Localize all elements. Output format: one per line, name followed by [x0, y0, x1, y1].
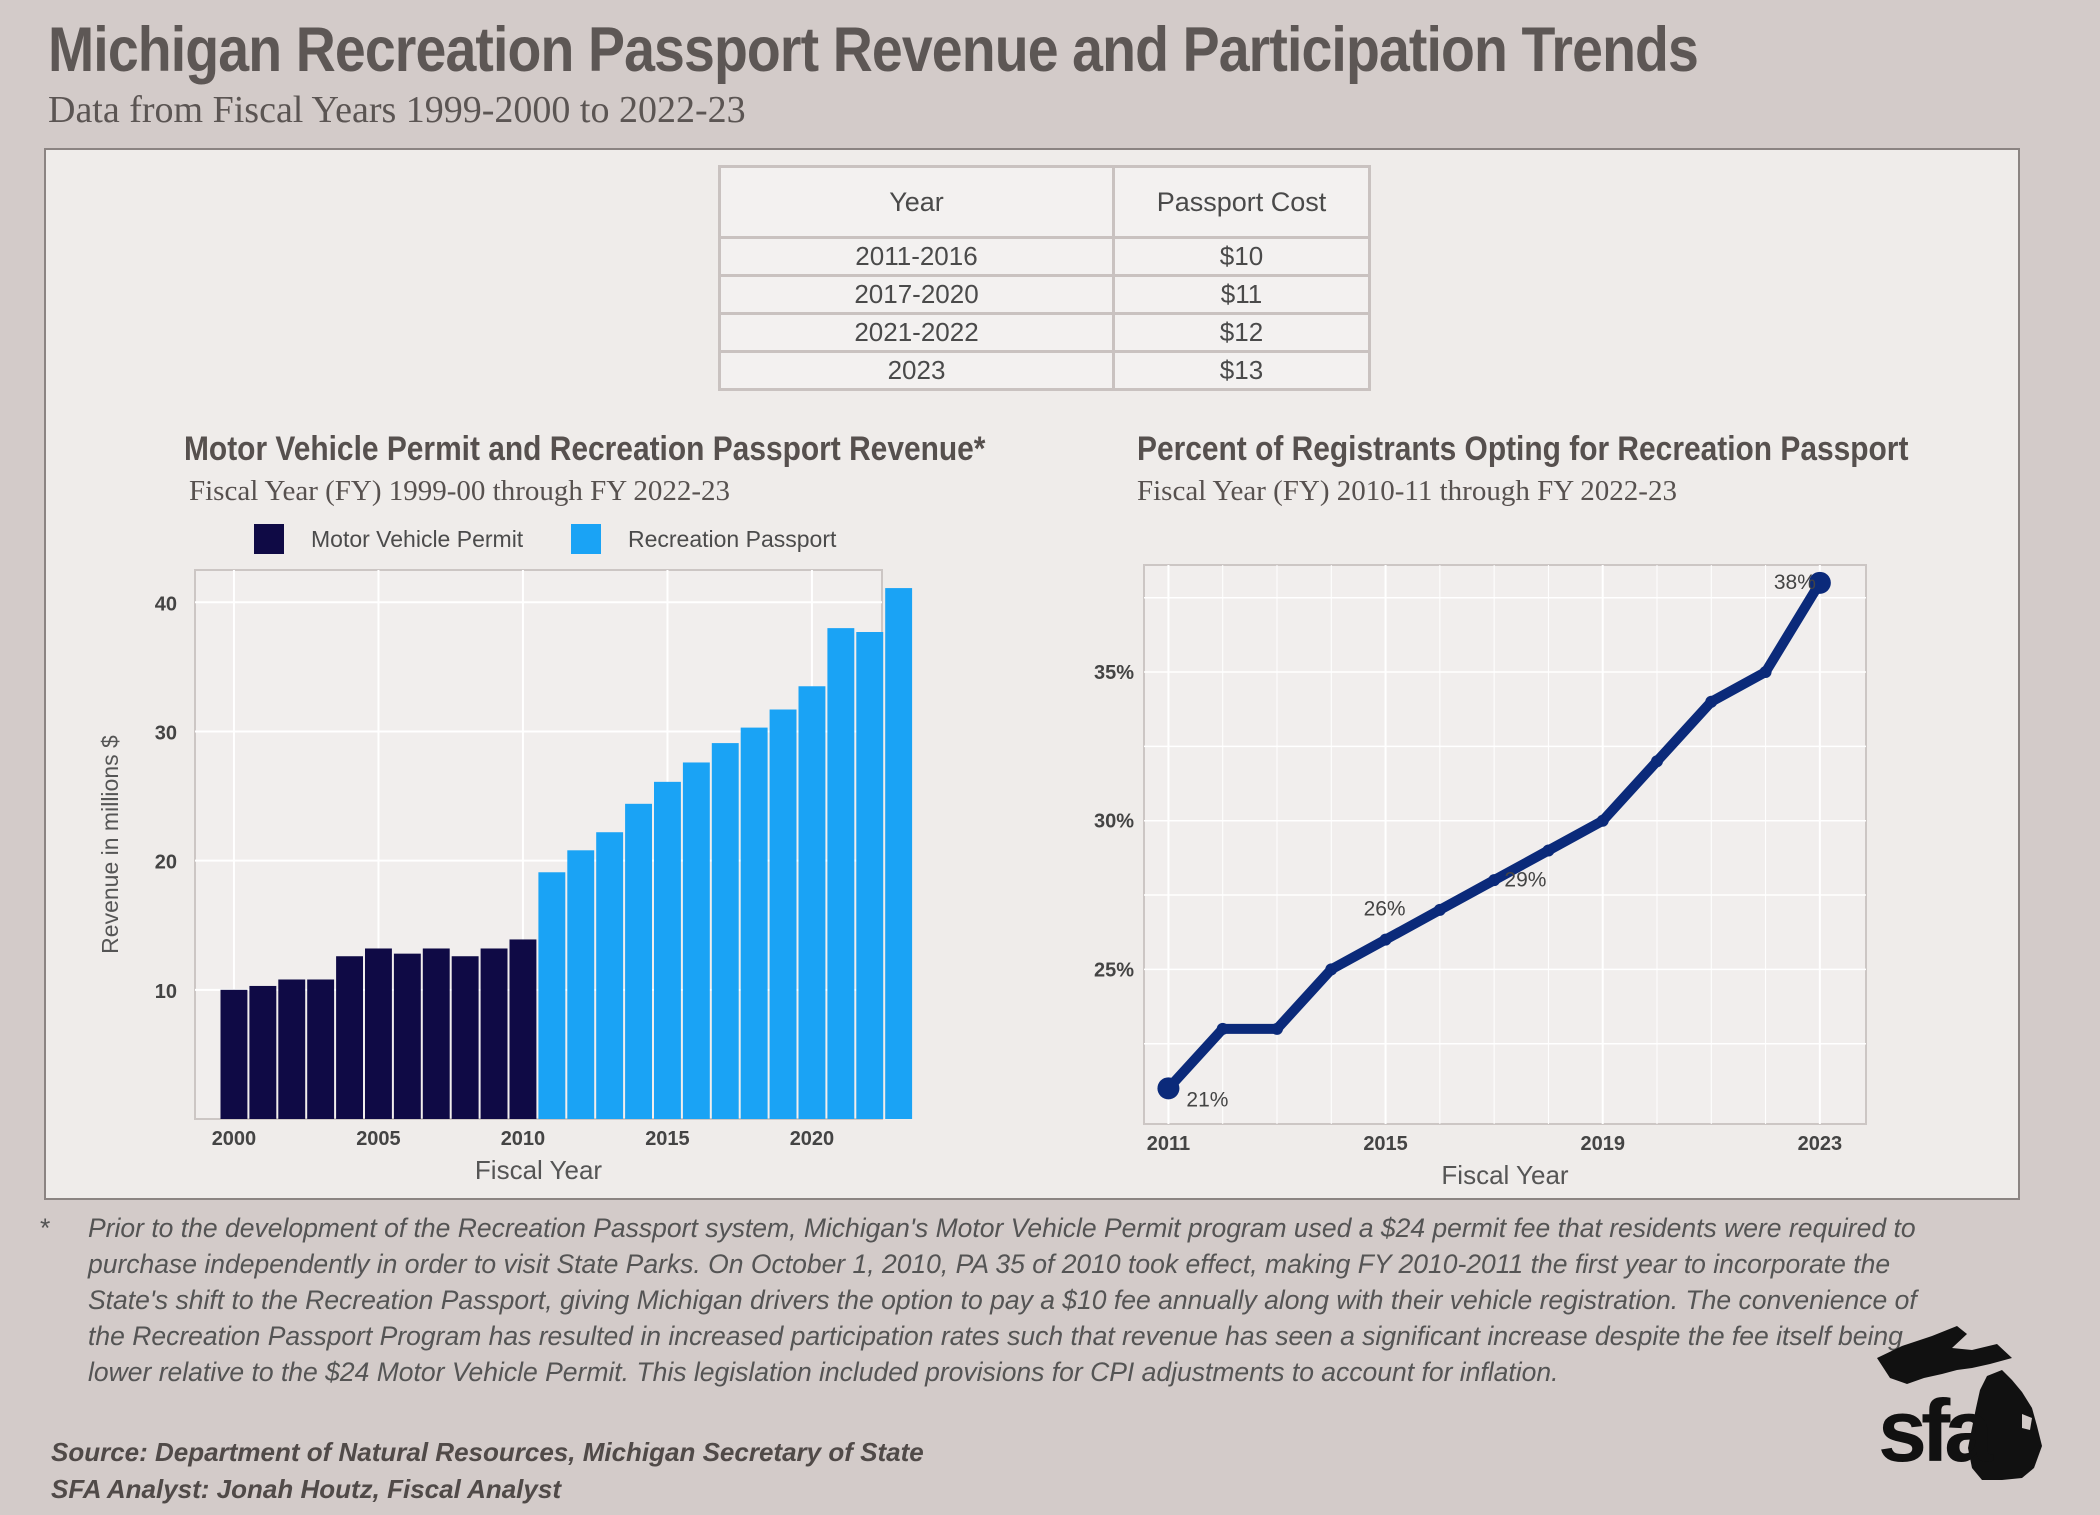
table-cell-cost: $13	[1112, 350, 1371, 391]
column-header-cost: Passport Cost	[1112, 165, 1371, 239]
source-line: Source: Department of Natural Resources,…	[51, 1437, 924, 1467]
y-axis-label: Revenue in millions $	[97, 735, 123, 954]
bar	[596, 832, 624, 1119]
table-row: 2021-2022 $12	[718, 312, 1371, 353]
bar	[682, 762, 710, 1119]
bar	[249, 985, 277, 1119]
x-axis-label: Fiscal Year	[1441, 1160, 1569, 1190]
bar	[654, 781, 681, 1119]
bar	[220, 989, 248, 1119]
bar	[769, 709, 797, 1119]
bar	[538, 872, 566, 1119]
legend-swatch-motor-vehicle	[254, 524, 284, 554]
footnote: * Prior to the development of the Recrea…	[40, 1210, 1920, 1390]
bar	[625, 803, 652, 1119]
y-tick-label: 40	[155, 593, 177, 615]
revenue-bar-chart: 10 20 30 40 2000 2005 2010 2015 2020 Fiscal Year R…	[97, 569, 913, 1185]
page-title: Michigan Recreation Passport Revenue and…	[48, 15, 1699, 85]
data-label: 29%	[1504, 868, 1546, 891]
bar	[567, 850, 595, 1119]
x-tick-label: 2019	[1580, 1133, 1625, 1155]
data-point	[1488, 874, 1501, 887]
bar	[827, 628, 855, 1119]
line-chart-title: Percent of Registrants Opting for Recrea…	[1137, 430, 1909, 468]
table-cell-year: 2017-2020	[718, 274, 1115, 315]
bar	[856, 632, 884, 1119]
data-point	[1596, 814, 1609, 827]
analyst-line: SFA Analyst: Jonah Houtz, Fiscal Analyst	[51, 1474, 561, 1504]
sfa-logo: sfa	[1872, 1318, 2062, 1488]
data-point	[1808, 571, 1831, 594]
bar	[336, 956, 363, 1119]
passport-cost-table: Year Passport Cost 2011-2016 $10 2017-20…	[718, 165, 1371, 391]
data-point	[1379, 933, 1392, 946]
y-tick-label: 30%	[1094, 811, 1134, 833]
bar	[451, 956, 479, 1119]
data-point	[1216, 1022, 1229, 1035]
table-cell-year: 2023	[718, 350, 1115, 391]
x-tick-label: 2020	[790, 1128, 835, 1150]
table-cell-cost: $10	[1112, 236, 1371, 277]
bar	[307, 979, 335, 1119]
table-cell-cost: $11	[1112, 274, 1371, 315]
x-tick-label: 2010	[501, 1128, 546, 1150]
bar-chart-subtitle: Fiscal Year (FY) 1999-00 through FY 2022…	[189, 475, 731, 507]
footnote-text: Prior to the development of the Recreati…	[88, 1213, 1917, 1387]
table-row: 2023 $13	[718, 350, 1371, 391]
data-label: 38%	[1774, 571, 1816, 594]
x-tick-label: 2005	[356, 1128, 401, 1150]
participation-line-chart: 25% 30% 35% 2011 2015 2019 2023 21% 26% 29% 38% Fis…	[1094, 564, 1867, 1190]
y-tick-label: 30	[155, 722, 177, 744]
y-tick-label: 25%	[1094, 959, 1134, 981]
data-point	[1157, 1077, 1180, 1100]
data-label: 26%	[1364, 898, 1406, 921]
footnote-marker: *	[40, 1213, 51, 1243]
bar	[740, 727, 768, 1119]
x-tick-label: 2023	[1798, 1133, 1843, 1155]
table-cell-cost: $12	[1112, 312, 1371, 353]
bar	[393, 953, 421, 1119]
column-header-year: Year	[718, 165, 1115, 239]
line-chart-subtitle: Fiscal Year (FY) 2010-11 through FY 2022…	[1137, 475, 1677, 507]
data-point	[1759, 666, 1772, 679]
michigan-map-icon	[1877, 1326, 2042, 1480]
table-row: 2017-2020 $11	[718, 274, 1371, 315]
legend-label-motor-vehicle: Motor Vehicle Permit	[311, 526, 524, 552]
data-point	[1542, 844, 1555, 857]
data-point	[1433, 903, 1446, 916]
y-tick-label: 35%	[1094, 662, 1134, 684]
bar	[885, 588, 913, 1119]
x-tick-label: 2015	[1363, 1133, 1408, 1155]
data-point	[1271, 1022, 1283, 1035]
x-tick-label: 2000	[212, 1128, 257, 1150]
bar-chart-title: Motor Vehicle Permit and Recreation Pass…	[184, 430, 986, 468]
logo-text: sfa	[1878, 1381, 1993, 1480]
plot-area	[1143, 564, 1867, 1125]
bar	[798, 686, 826, 1119]
bar	[480, 948, 508, 1119]
bar	[365, 948, 392, 1119]
bar	[422, 948, 450, 1119]
bar	[509, 939, 537, 1119]
page-subtitle: Data from Fiscal Years 1999-2000 to 2022…	[48, 89, 746, 131]
data-label: 21%	[1186, 1088, 1228, 1111]
x-axis-label: Fiscal Year	[475, 1155, 603, 1185]
bar	[278, 979, 306, 1119]
table-header-row: Year Passport Cost	[718, 165, 1371, 239]
data-point	[1651, 755, 1663, 768]
bar	[711, 743, 739, 1119]
table-row: 2011-2016 $10	[718, 236, 1371, 277]
table-cell-year: 2011-2016	[718, 236, 1115, 277]
data-point	[1325, 963, 1338, 976]
x-tick-label: 2015	[645, 1128, 690, 1150]
data-point	[1705, 695, 1718, 708]
y-tick-label: 20	[155, 852, 177, 874]
table-cell-year: 2021-2022	[718, 312, 1115, 353]
legend-label-recreation-passport: Recreation Passport	[628, 526, 837, 552]
y-tick-label: 10	[155, 981, 177, 1003]
x-tick-label: 2011	[1147, 1133, 1190, 1155]
legend-swatch-recreation-passport	[571, 524, 601, 554]
